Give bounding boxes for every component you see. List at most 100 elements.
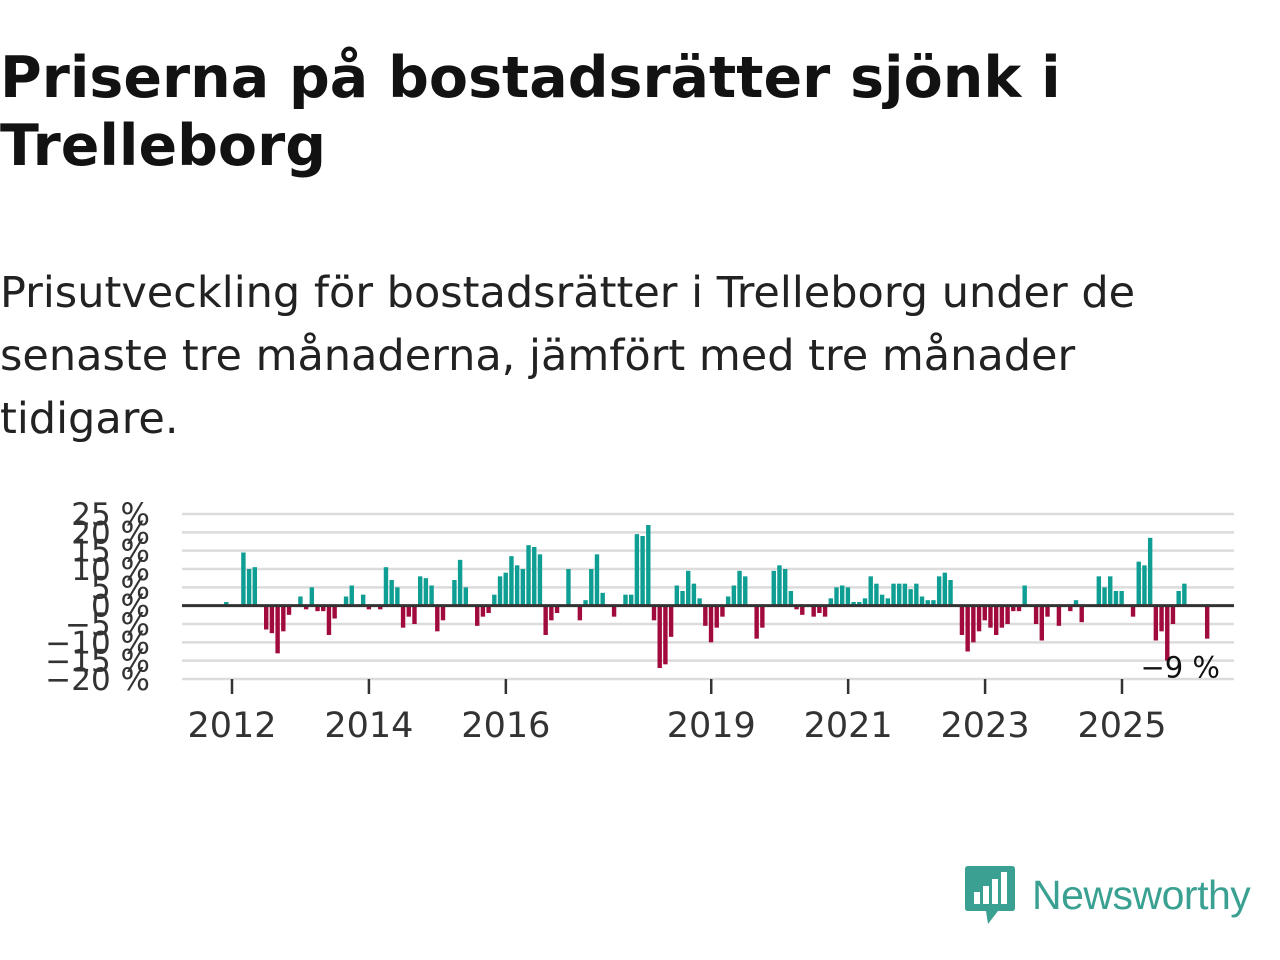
bar [264,605,269,630]
bar [1204,605,1210,639]
y-tick-label: 5 % [91,570,150,606]
y-tick-label: 20 % [71,515,150,551]
bar [1039,605,1044,641]
y-tick-label: 10 % [71,552,150,588]
bar [703,605,708,626]
bar [532,547,537,606]
x-tick-label: 2016 [461,706,550,740]
bar [1136,561,1141,606]
bar [1022,585,1027,606]
bar [822,605,828,617]
bar [526,545,531,606]
bar [566,569,571,606]
bar [646,525,651,606]
bar [788,591,794,606]
bar [395,587,400,606]
x-tick-label: 2014 [324,706,413,740]
bar [919,596,925,606]
bar [1108,576,1113,606]
bar [668,605,674,637]
bar [737,570,742,606]
bar [834,587,839,606]
bar [343,596,349,606]
bar [874,583,879,606]
bar [457,559,463,606]
bar [497,576,503,606]
bar [440,605,446,621]
bar [942,572,948,606]
bar [657,605,662,668]
bar [286,605,292,615]
bar [828,598,833,606]
bar [817,605,822,613]
chart-subtitle: Prisutveckling för bostadsrätter i Trell… [0,268,1136,444]
bar-chart: −20 %−15 %−10 %−5 %0 %5 %10 %15 %20 %25 … [45,497,1234,740]
bar [537,554,543,606]
bar [879,594,885,606]
bar [480,605,486,617]
bar [315,605,320,612]
bar [1182,583,1187,606]
bar [885,598,891,606]
bar [275,605,280,654]
bar [514,565,520,606]
bar [332,605,337,619]
chart-title: Priserna på bostadsrätter sjönk i Trelle… [0,45,1061,179]
bar [589,569,594,606]
bar [406,605,411,617]
bar [503,572,508,606]
bar [400,605,406,628]
y-tick-label: 0 % [91,589,150,625]
bar [1176,591,1181,606]
bar [1130,605,1136,617]
newsworthy-wordmark: Newsworthy [1032,871,1251,918]
bar [429,585,434,606]
bar [309,587,315,606]
bar [800,605,805,615]
bar [794,605,799,610]
bar [224,602,229,606]
bar [1096,576,1102,606]
bar [486,605,491,613]
bar [321,605,326,612]
bar [594,554,600,606]
bar [281,605,286,632]
bar [891,583,896,606]
y-tick-label: −20 % [45,662,150,698]
bar [760,605,765,628]
bar [1016,605,1022,612]
bar [1159,605,1164,632]
bar [360,594,366,606]
bar [663,605,668,665]
bar [383,567,389,606]
bar [1165,605,1170,661]
bar [914,583,919,606]
bar [1073,600,1079,606]
bar [298,596,303,606]
bar [475,605,480,626]
bar [782,569,788,606]
bar [851,602,856,606]
bar [839,585,845,606]
bar [303,605,309,610]
bar [1045,605,1050,617]
bar [628,594,634,606]
bar [697,598,702,606]
bar [378,605,383,610]
bar [1079,605,1084,623]
bar [611,605,617,617]
x-axis: 2012 2014 2016 2019 2021 2023 2025 [187,679,1167,740]
bar [714,605,719,628]
bar [845,587,851,606]
bar [959,605,965,635]
bar [908,589,913,606]
bar [623,594,628,606]
bar [754,605,759,639]
bar [993,605,999,635]
y-tick-label: −15 % [45,644,150,680]
bar [811,605,816,617]
bar [577,605,583,621]
bar [520,569,526,606]
bar [674,585,680,606]
bar [982,605,987,621]
